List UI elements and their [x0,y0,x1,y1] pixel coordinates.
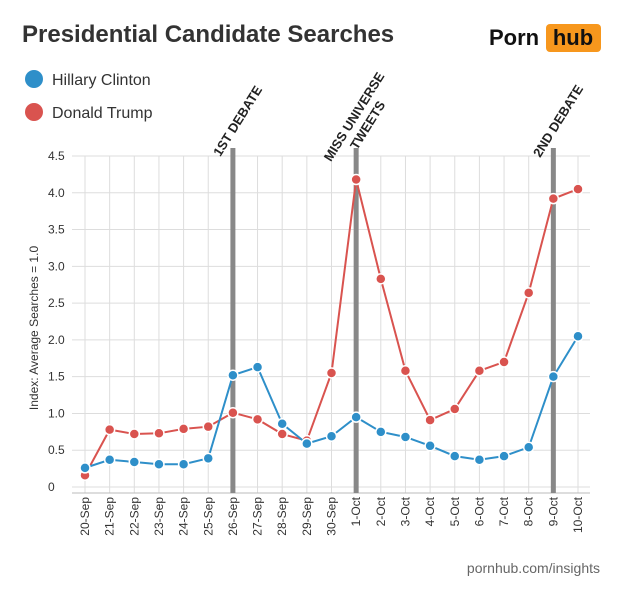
event-label-group: 2ND DEBATE [530,82,586,160]
x-tick-label: 2-Oct [374,496,388,526]
x-tick-label: 8-Oct [522,496,536,526]
y-tick-label: 4.5 [48,149,65,163]
data-point [153,458,165,470]
data-point [375,273,387,285]
source: pornhub.com/insights [467,560,600,576]
data-point [276,417,288,430]
data-point [449,403,461,415]
x-tick-label: 28-Sep [275,497,289,536]
data-point [572,183,584,195]
y-tick-label: 0.5 [48,443,65,457]
data-point [350,173,362,186]
data-point [227,369,239,381]
event-label: 1ST DEBATE [210,83,265,159]
data-point [153,427,165,440]
y-tick-label: 3.5 [48,223,65,237]
x-tick-label: 27-Sep [251,497,265,536]
data-point [227,406,239,419]
x-tick-label: 25-Sep [201,497,215,536]
data-point [399,431,412,443]
data-point [547,192,560,205]
y-tick-label: 2.0 [48,333,65,347]
data-point [276,428,288,440]
data-point [522,287,535,299]
data-point [251,413,264,426]
x-tick-label: 7-Oct [497,496,511,526]
data-point [301,437,313,450]
logo-box [546,24,601,52]
x-tick-label: 30-Sep [325,497,339,536]
data-point [473,365,486,377]
x-tick-label: 9-Oct [546,496,560,526]
data-point [449,450,461,462]
data-point [128,456,141,468]
x-tick-label: 20-Sep [78,497,92,536]
x-tick-label: 24-Sep [177,497,191,536]
y-axis-label: Index: Average Searches = 1.0 [27,246,41,411]
x-tick-label: 3-Oct [398,496,412,526]
data-point [473,454,486,466]
legend-marker [25,103,43,121]
logo-left: Porn [489,25,539,50]
y-tick-label: 1.5 [48,370,65,384]
data-point [103,454,116,466]
y-tick-label: 0 [48,480,55,494]
data-point [498,356,510,368]
data-point [202,420,214,433]
data-point [251,361,264,373]
data-point [128,428,141,440]
y-tick-label: 4.0 [48,186,65,200]
x-tick-label: 10-Oct [571,496,585,533]
data-point [177,458,190,470]
logo-right: hub [553,25,593,50]
x-tick-label: 6-Oct [472,496,486,526]
y-tick-label: 2.5 [48,296,65,310]
x-tick-label: 5-Oct [448,496,462,526]
data-point [424,414,436,426]
data-point [572,330,584,342]
chart-title: Presidential Candidate Searches [22,21,394,48]
data-point [325,367,338,379]
x-tick-label: 26-Sep [226,497,240,536]
data-point [424,440,436,452]
data-point [177,423,190,435]
x-tick-label: 29-Sep [300,497,314,536]
data-point [79,462,91,474]
event-label-group: 1ST DEBATE [210,83,265,159]
x-tick-label: 4-Oct [423,496,437,526]
data-point [103,423,116,436]
data-point [375,426,387,438]
data-point [202,452,214,465]
event-label: 2ND DEBATE [530,82,586,160]
data-point [399,365,412,377]
legend-marker [25,70,43,88]
data-point [547,370,560,383]
data-point [498,450,510,462]
y-tick-label: 1.0 [48,406,65,420]
legend-label: Donald Trump [52,105,153,122]
y-tick-label: 3.0 [48,259,65,273]
data-point [325,430,338,442]
data-point [350,411,362,423]
x-tick-label: 21-Sep [103,497,117,536]
x-tick-label: 23-Sep [152,497,166,536]
x-tick-label: 1-Oct [349,496,363,526]
data-point [522,441,535,454]
legend-label: Hillary Clinton [52,72,151,89]
x-tick-label: 22-Sep [127,497,141,536]
